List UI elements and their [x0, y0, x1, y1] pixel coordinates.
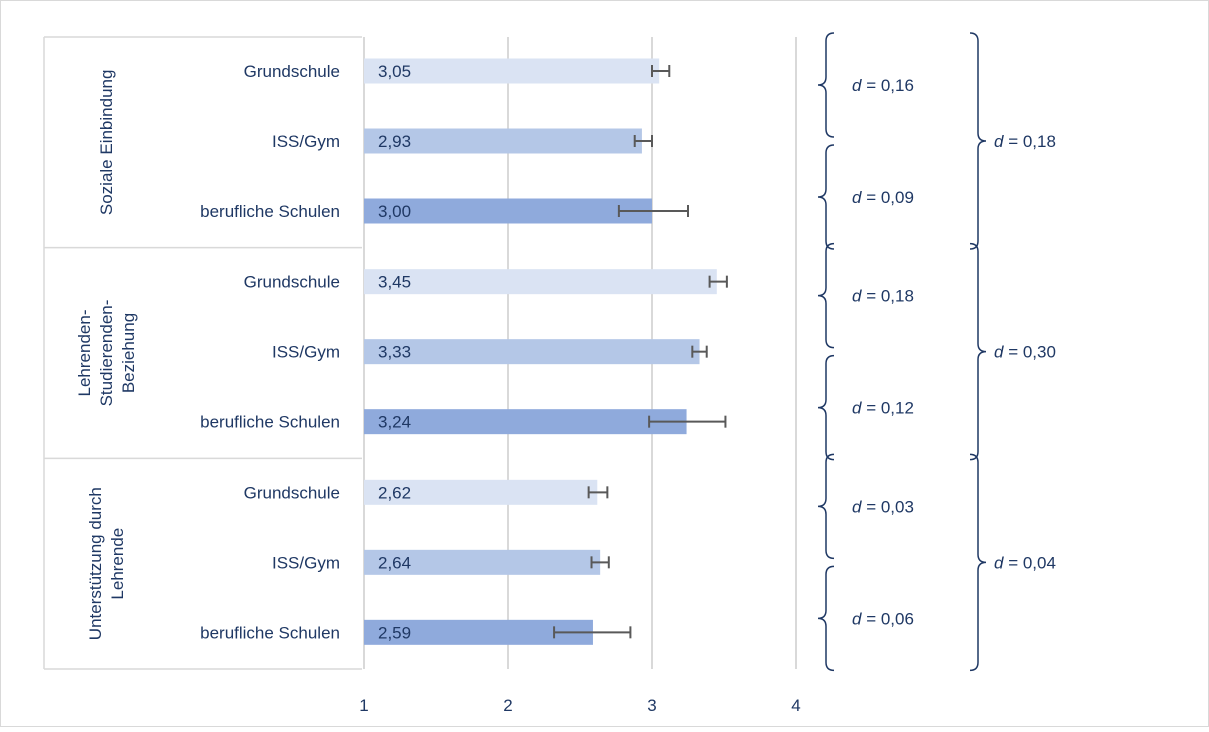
overall-brace [969, 32, 987, 250]
effect-label: d = 0,16 [852, 76, 914, 95]
effect-label: d = 0,12 [852, 399, 914, 418]
effect-label: d = 0,03 [852, 497, 914, 516]
data-label: 3,24 [378, 413, 411, 432]
category-label: ISS/Gym [272, 132, 340, 151]
x-tick-label: 3 [647, 696, 656, 715]
category-label: berufliche Schulen [200, 413, 340, 432]
category-label: ISS/Gym [272, 343, 340, 362]
pair-brace [817, 32, 835, 138]
overall-effect-label: d = 0,18 [994, 132, 1056, 151]
effect-label: d = 0,06 [852, 609, 914, 628]
overall-effect-label: d = 0,30 [994, 343, 1056, 362]
bar [364, 198, 652, 224]
bar [364, 58, 660, 84]
data-label: 2,64 [378, 553, 411, 572]
bar [364, 409, 687, 435]
x-tick-label: 1 [359, 696, 368, 715]
group-label: Lehrenden- [75, 310, 94, 397]
category-label: Grundschule [244, 273, 340, 292]
x-tick-label: 2 [503, 696, 512, 715]
data-label: 3,00 [378, 202, 411, 221]
data-label: 3,33 [378, 343, 411, 362]
data-label: 3,45 [378, 273, 411, 292]
group-label: Lehrende [108, 528, 127, 600]
data-label: 3,05 [378, 62, 411, 81]
data-label: 2,59 [378, 623, 411, 642]
group-label: Beziehung [119, 313, 138, 393]
bar [364, 128, 642, 154]
category-label: Grundschule [244, 483, 340, 502]
data-label: 2,93 [378, 132, 411, 151]
bar [364, 549, 601, 575]
pair-brace [817, 144, 835, 250]
bar [364, 479, 598, 505]
bar [364, 269, 717, 295]
category-label: Grundschule [244, 62, 340, 81]
overall-brace [969, 453, 987, 672]
overall-effect-label: d = 0,04 [994, 553, 1056, 572]
x-tick-label: 4 [791, 696, 800, 715]
overall-brace [969, 242, 987, 461]
effect-label: d = 0,09 [852, 188, 914, 207]
pair-brace [817, 453, 835, 560]
group-label: Unterstützung durch [86, 487, 105, 640]
category-label: berufliche Schulen [200, 202, 340, 221]
group-label: Studierenden- [97, 300, 116, 407]
pair-brace [817, 354, 835, 461]
pair-brace [817, 242, 835, 349]
category-label: ISS/Gym [272, 553, 340, 572]
group-label: Soziale Einbindung [97, 70, 116, 216]
bar [364, 339, 700, 365]
pair-brace [817, 565, 835, 672]
effect-label: d = 0,18 [852, 287, 914, 306]
data-label: 2,62 [378, 483, 411, 502]
category-label: berufliche Schulen [200, 623, 340, 642]
